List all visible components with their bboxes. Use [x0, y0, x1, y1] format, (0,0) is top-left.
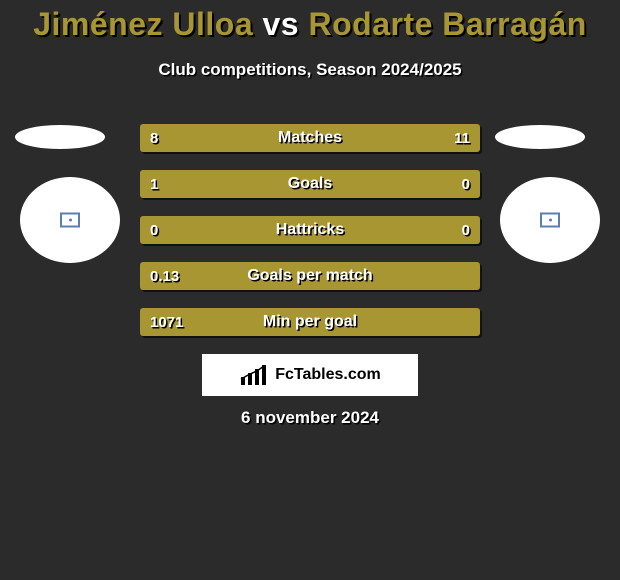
stat-seg-left [140, 216, 480, 244]
stat-value-right: 0 [462, 170, 470, 198]
flag-right [495, 125, 585, 149]
stat-seg-left [140, 124, 276, 152]
stat-seg-left [140, 170, 398, 198]
comparison-card: Jiménez Ulloa vs Rodarte Barragán Club c… [0, 0, 620, 580]
stat-row: Min per goal1071 [140, 308, 480, 336]
stat-value-left: 1 [150, 170, 158, 198]
fctables-banner[interactable]: FcTables.com [202, 354, 418, 396]
title-segment: vs [253, 6, 308, 42]
date: 6 november 2024 [0, 408, 620, 428]
stat-row: Matches811 [140, 124, 480, 152]
placeholder-icon [540, 213, 560, 228]
stat-value-left: 8 [150, 124, 158, 152]
stat-value-right: 0 [462, 216, 470, 244]
headline: Jiménez Ulloa vs Rodarte Barragán [0, 6, 620, 43]
stat-bars: Matches811Goals10Hattricks00Goals per ma… [140, 124, 480, 354]
player-right-circle [500, 177, 600, 263]
placeholder-icon [60, 213, 80, 228]
stat-row: Hattricks00 [140, 216, 480, 244]
stat-row: Goals per match0.13 [140, 262, 480, 290]
stat-seg-right [276, 124, 480, 152]
title-segment: Jiménez Ulloa [33, 6, 253, 42]
stat-row: Goals10 [140, 170, 480, 198]
player-left-circle [20, 177, 120, 263]
banner-text: FcTables.com [275, 366, 381, 384]
stat-value-left: 0 [150, 216, 158, 244]
subtitle: Club competitions, Season 2024/2025 [0, 60, 620, 80]
stat-value-left: 0.13 [150, 262, 179, 290]
stat-value-left: 1071 [150, 308, 183, 336]
flag-left [15, 125, 105, 149]
stat-seg-left [140, 308, 480, 336]
title-segment: Rodarte Barragán [308, 6, 586, 42]
stat-value-right: 11 [454, 124, 470, 152]
stat-seg-left [140, 262, 480, 290]
bars-icon [239, 363, 269, 387]
